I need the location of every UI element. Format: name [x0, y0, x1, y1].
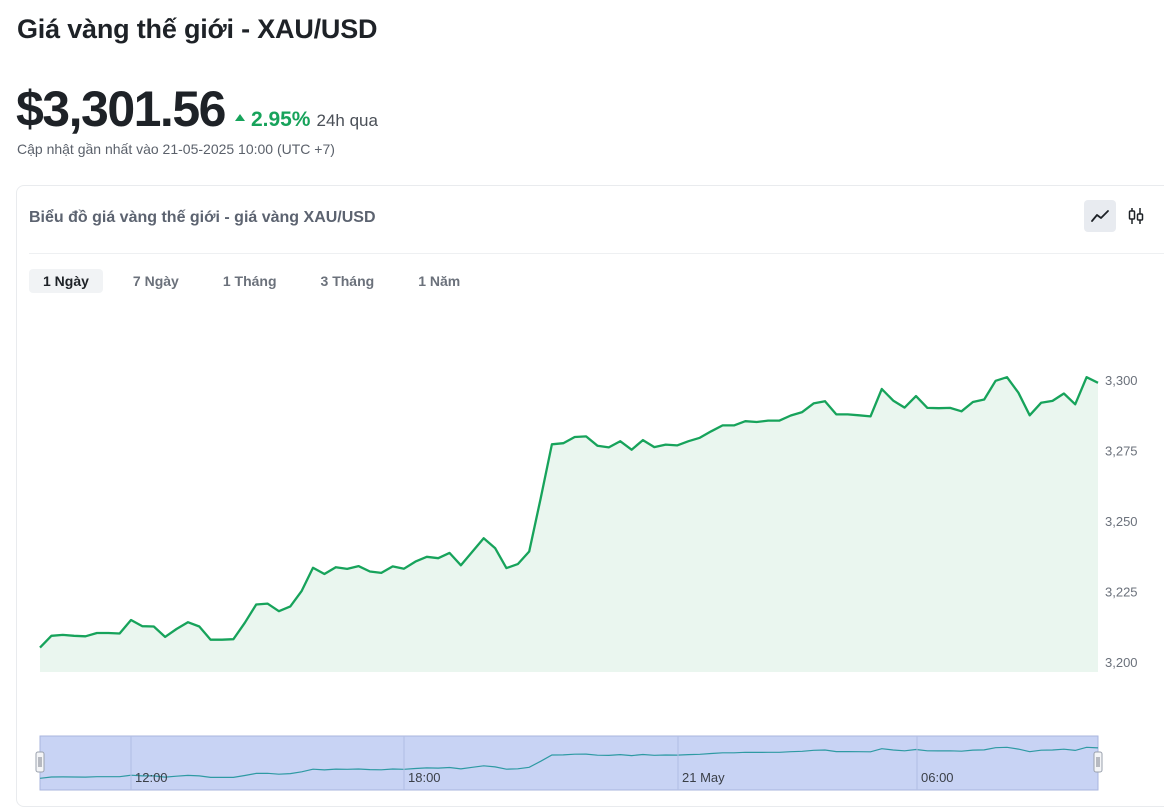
candlestick-icon	[1128, 208, 1144, 224]
price-area	[40, 377, 1098, 672]
chart-card-title: Biểu đồ giá vàng thế giới - giá vàng XAU…	[29, 209, 376, 226]
y-tick-label: 3,275	[1105, 444, 1138, 459]
navigator-right-handle[interactable]	[1093, 751, 1103, 773]
line-chart-button[interactable]	[1084, 200, 1116, 232]
change-period: 24h qua	[316, 111, 378, 130]
navigator-time-label: 06:00	[921, 770, 954, 785]
y-tick-label: 3,225	[1105, 585, 1138, 600]
page-title: Giá vàng thế giới - XAU/USD	[17, 14, 378, 44]
price-line	[39, 376, 1099, 649]
tab-1-day[interactable]: 1 Ngày	[29, 269, 103, 293]
y-tick-label: 3,250	[1105, 514, 1138, 529]
last-updated: Cập nhật gần nhất vào 21-05-2025 10:00 (…	[17, 141, 335, 157]
navigator-left-handle[interactable]	[35, 751, 45, 773]
price-change: 2.95% 24h qua	[234, 108, 378, 132]
y-tick-label: 3,300	[1105, 373, 1138, 388]
navigator-time-label: 18:00	[408, 770, 441, 785]
current-price: $3,301.56	[16, 81, 226, 137]
tab-1-year[interactable]: 1 Năm	[418, 273, 461, 289]
navigator-time-label: 21 May	[682, 770, 725, 785]
candlestick-button[interactable]	[1120, 200, 1152, 232]
y-tick-label: 3,200	[1105, 655, 1138, 670]
line-chart-icon	[1091, 210, 1109, 222]
price-row: $3,301.56 2.95% 24h qua	[16, 80, 378, 138]
tab-1-month[interactable]: 1 Tháng	[222, 273, 277, 289]
navigator-time-label: 12:00	[135, 770, 168, 785]
card-divider	[29, 253, 1164, 254]
tab-3-months[interactable]: 3 Tháng	[320, 273, 375, 289]
chart-type-toggle	[1084, 200, 1152, 232]
tab-7-days[interactable]: 7 Ngày	[132, 273, 179, 289]
change-percent: 2.95%	[250, 108, 311, 131]
navigator-line	[39, 746, 1099, 779]
period-tabs: 1 Ngày 7 Ngày 1 Tháng 3 Tháng 1 Năm	[29, 269, 490, 293]
up-arrow-icon	[234, 114, 245, 121]
